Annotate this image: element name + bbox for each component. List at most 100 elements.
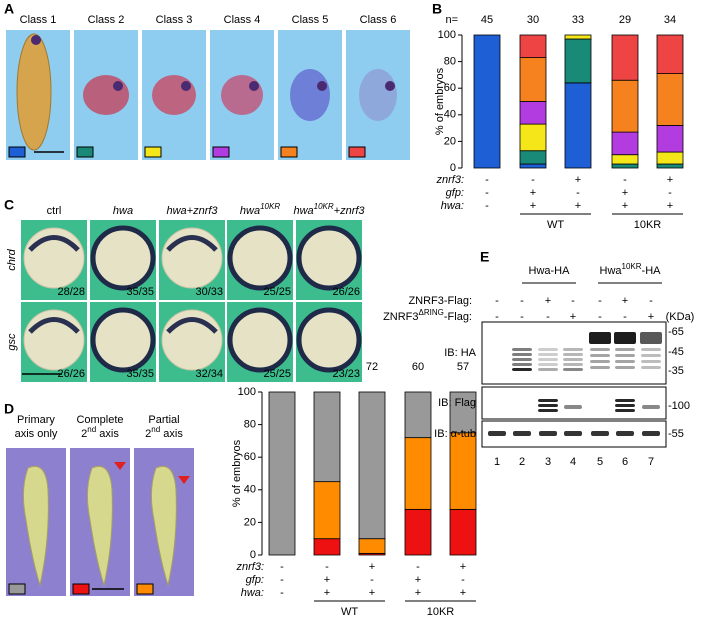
band xyxy=(615,399,635,402)
text-part: Partial xyxy=(148,414,179,426)
condition-value: + xyxy=(575,200,581,212)
condition-value: - xyxy=(461,574,465,586)
panel-label: D xyxy=(4,401,14,417)
class-label: Class 2 xyxy=(88,14,125,26)
n-value: 60 xyxy=(412,361,424,373)
embryo xyxy=(16,33,52,151)
text-part: Primary xyxy=(17,414,55,426)
text-part: 2 xyxy=(145,428,151,440)
band xyxy=(538,409,558,412)
lane-sign: + xyxy=(570,311,576,323)
text-part: ZNRF3 xyxy=(383,311,418,323)
text-part: hwa xyxy=(113,205,133,217)
bar-segment xyxy=(656,34,684,74)
condition-value: + xyxy=(324,574,330,586)
image-label: axis only xyxy=(15,428,58,440)
text-part: 10KR xyxy=(260,202,280,211)
band xyxy=(539,431,557,436)
band xyxy=(563,348,583,351)
group-label: Hwa-HA xyxy=(529,265,571,277)
count: 26/26 xyxy=(332,286,360,298)
lane-sign: - xyxy=(495,311,499,323)
embryo xyxy=(359,69,397,121)
group-label: WT xyxy=(547,219,564,231)
bar-segment xyxy=(449,391,477,434)
band xyxy=(616,431,634,436)
embryo-dot xyxy=(181,81,191,91)
image-label: 2nd axis xyxy=(81,425,119,440)
class-swatch xyxy=(76,146,94,158)
text-part: hwa xyxy=(293,205,313,217)
group-label: Hwa10KR-HA xyxy=(600,262,662,277)
embryo xyxy=(227,225,293,291)
text-part: 10KR xyxy=(622,262,642,271)
embryo xyxy=(90,225,156,291)
bar-segment xyxy=(656,163,684,169)
lane-sign: + xyxy=(622,295,628,307)
band xyxy=(513,431,531,436)
band xyxy=(590,348,610,351)
condition-value: + xyxy=(460,587,466,599)
band xyxy=(641,348,661,351)
y-tick-label: 100 xyxy=(238,386,256,398)
stain xyxy=(28,317,80,334)
text-part: Hwa xyxy=(600,265,623,277)
mw-marker: -45 xyxy=(668,346,684,358)
condition-value: + xyxy=(530,187,536,199)
n-value: 72 xyxy=(366,361,378,373)
text-part: hwa xyxy=(240,205,260,217)
lane-number: 7 xyxy=(648,456,654,468)
y-tick-label: 60 xyxy=(444,82,456,94)
band xyxy=(615,354,635,357)
band xyxy=(642,405,660,409)
condition-label: hwa: xyxy=(441,200,464,212)
count: 28/28 xyxy=(57,286,85,298)
stain xyxy=(166,235,218,252)
text-part: 2 xyxy=(81,428,87,440)
band xyxy=(641,354,661,357)
text-part: -Flag: xyxy=(444,311,472,323)
mw-marker: -35 xyxy=(668,365,684,377)
band xyxy=(590,360,610,363)
text-part: 10KR xyxy=(314,202,334,211)
text-part: nd xyxy=(87,425,96,434)
condition-value: + xyxy=(575,174,581,186)
group-label: 10KR xyxy=(427,606,455,618)
embryo xyxy=(296,307,362,373)
bar-segment xyxy=(449,432,477,510)
embryo xyxy=(86,465,113,587)
y-tick-label: 0 xyxy=(250,549,256,561)
band xyxy=(488,431,506,436)
band xyxy=(564,431,582,436)
band xyxy=(590,366,610,369)
bar-segment xyxy=(519,150,547,165)
embryo xyxy=(296,225,362,291)
embryo xyxy=(150,465,177,587)
class-swatch xyxy=(8,583,26,595)
condition-value: + xyxy=(667,200,673,212)
bar-segment xyxy=(404,437,432,510)
band xyxy=(614,332,636,344)
class-swatch xyxy=(280,146,298,158)
unit: (KDa) xyxy=(666,311,695,323)
n-value: 33 xyxy=(572,14,584,26)
text-part: hwa+znrf3 xyxy=(166,205,218,217)
y-axis-label: % of embryos xyxy=(434,67,446,135)
image-label: Complete xyxy=(76,414,123,426)
panel-label: B xyxy=(432,1,442,17)
bar-segment xyxy=(358,391,386,540)
bar-segment xyxy=(611,163,639,169)
condition-value: + xyxy=(369,587,375,599)
band xyxy=(512,363,532,366)
bar-segment xyxy=(268,391,296,556)
lane-number: 1 xyxy=(494,456,500,468)
embryo-dot xyxy=(317,81,327,91)
count: 23/23 xyxy=(332,368,360,380)
class-label: Class 5 xyxy=(292,14,329,26)
band xyxy=(563,368,583,371)
band xyxy=(538,358,558,361)
bar-segment xyxy=(313,481,341,540)
bar-segment xyxy=(404,508,432,556)
class-label: Class 1 xyxy=(20,14,57,26)
band xyxy=(641,366,661,369)
